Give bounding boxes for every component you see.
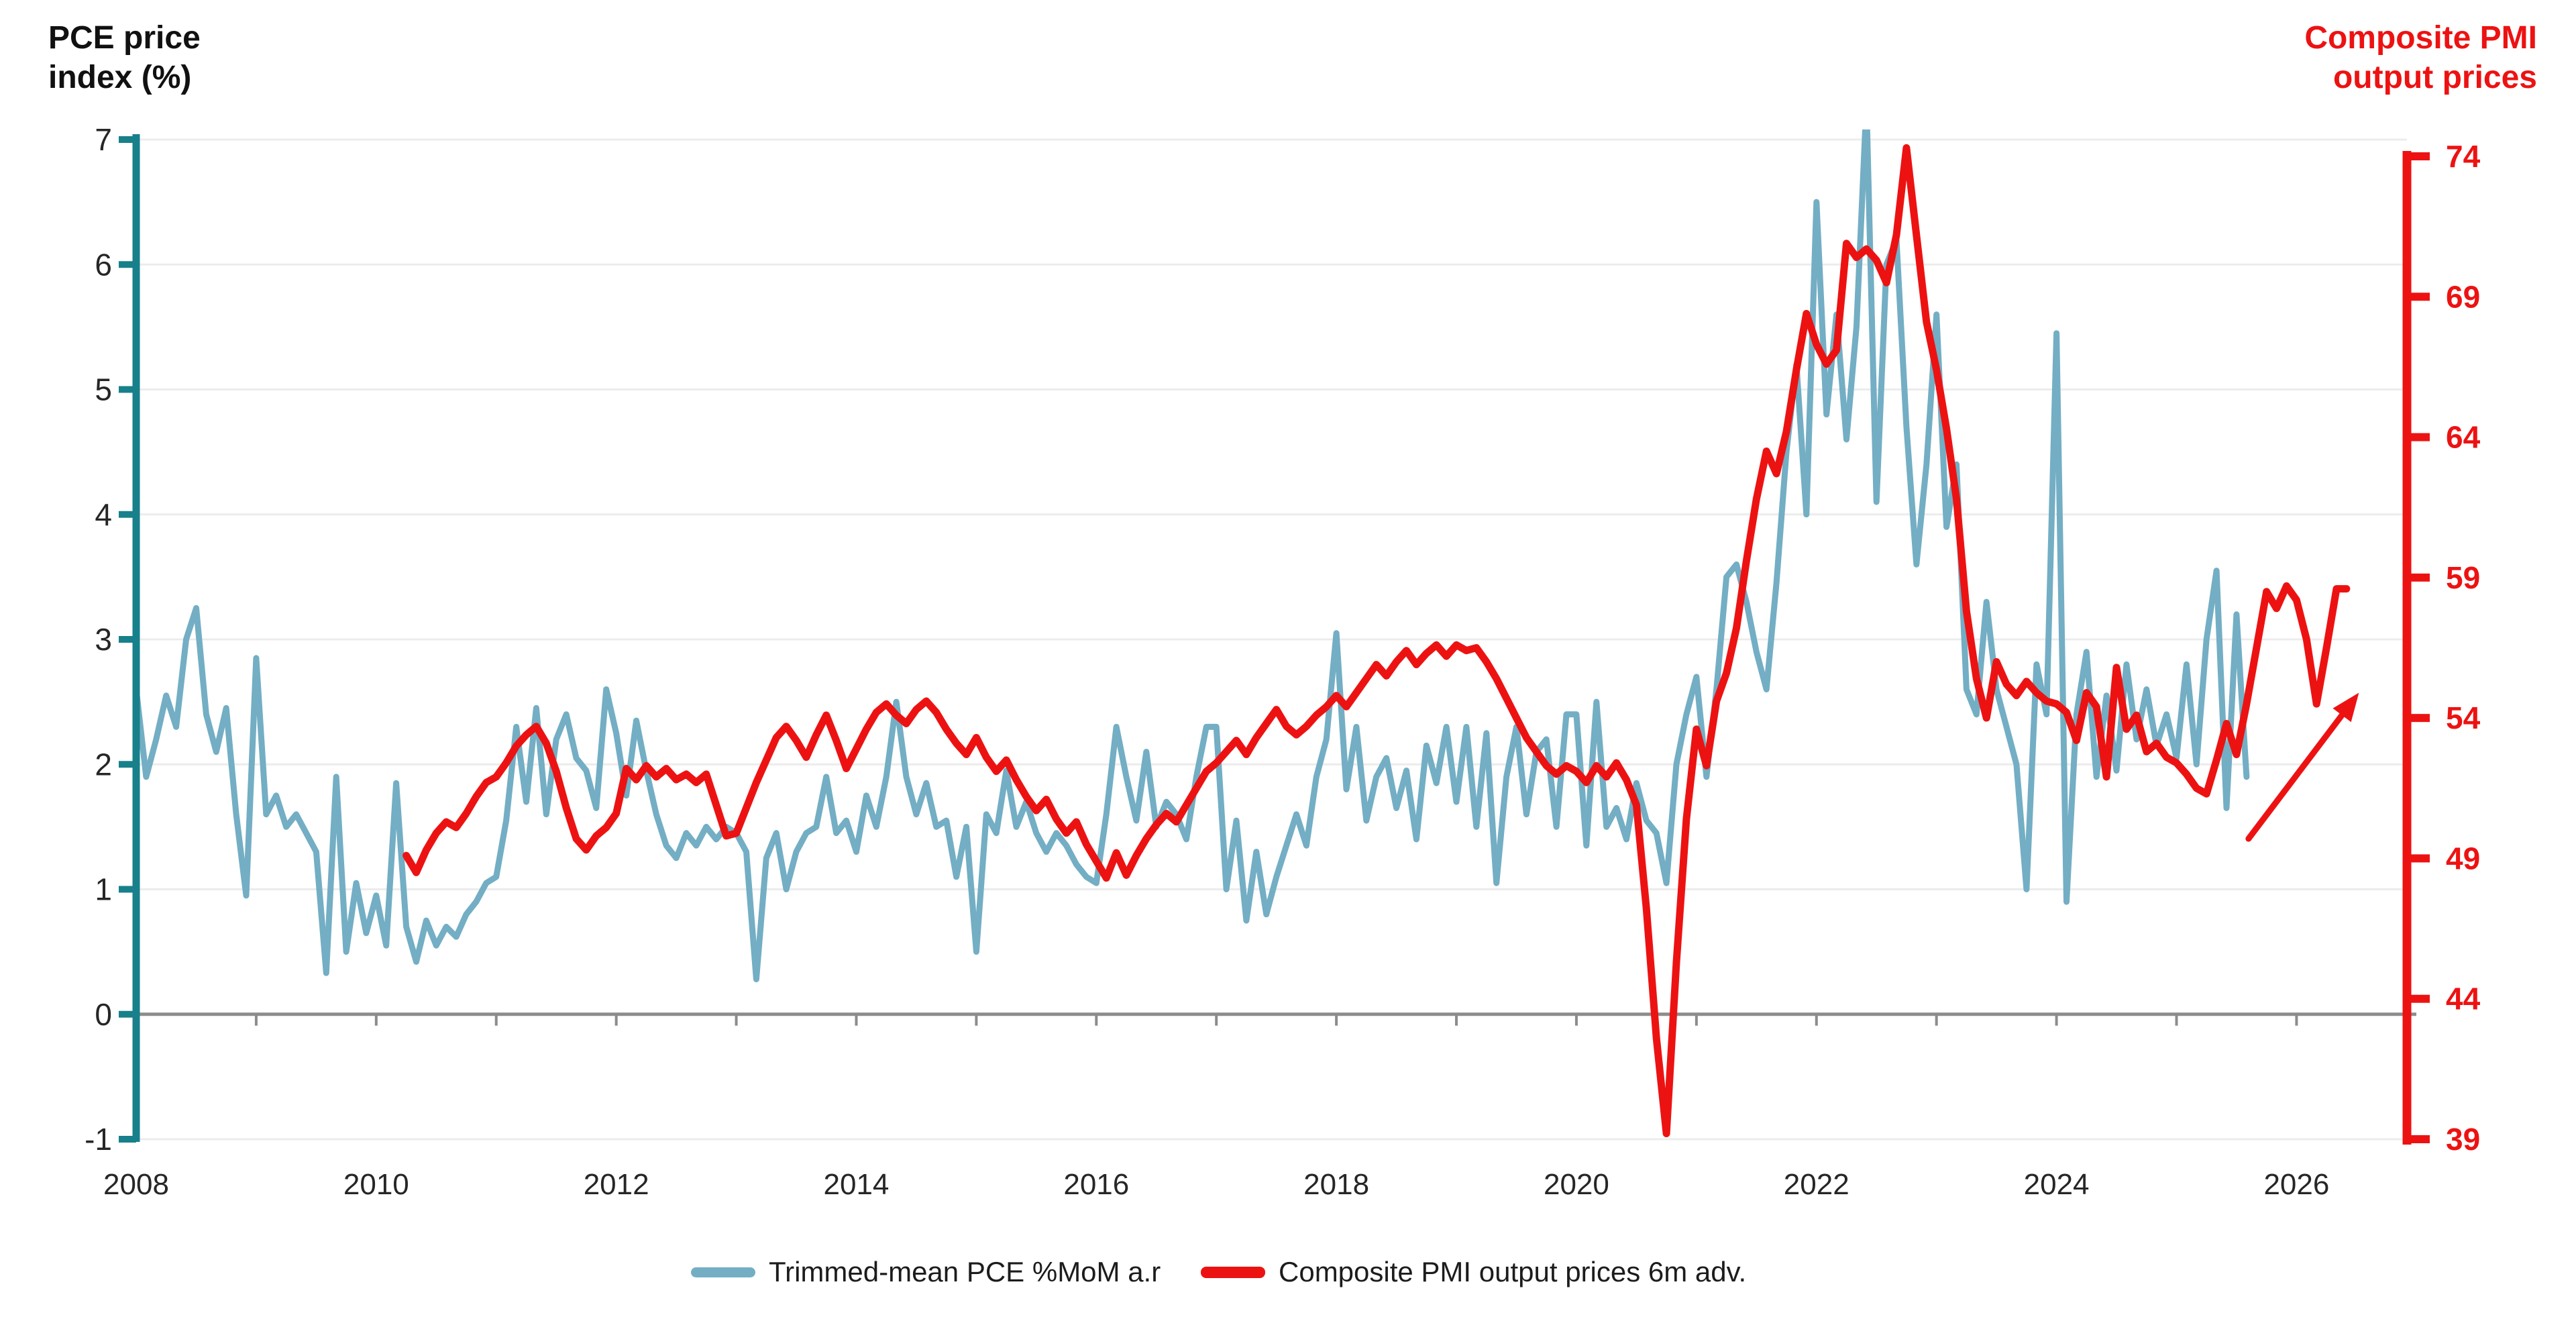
gridlines — [136, 138, 2407, 1141]
x-axis-tick-label: 2010 — [343, 1168, 409, 1201]
left-axis-tick-label: 0 — [95, 997, 112, 1032]
x-axis-tick-label: 2014 — [824, 1168, 890, 1201]
right-axis-title: Composite PMI output prices — [2304, 19, 2537, 97]
right-axis-tick-label: 49 — [2446, 841, 2480, 876]
x-axis-tick-label: 2024 — [2024, 1168, 2090, 1201]
right-axis-tick-label: 74 — [2446, 139, 2481, 174]
left-axis-tick-label: 5 — [95, 372, 112, 407]
right-axis-tick-label: 59 — [2446, 560, 2480, 595]
left-axis-title-line1: PCE price — [48, 20, 201, 56]
left-axis-tick-label: 4 — [95, 497, 112, 532]
right-axis-tick-label: 69 — [2446, 279, 2480, 314]
right-axis-tick-label: 39 — [2446, 1122, 2480, 1157]
right-axis-tick-label: 44 — [2446, 982, 2481, 1016]
left-axis-title-line2: index (%) — [48, 59, 192, 95]
x-axis-tick-label: 2008 — [103, 1168, 169, 1201]
x-axis-tick-label: 2012 — [584, 1168, 649, 1201]
pmi-series-line — [402, 144, 2351, 1138]
right-axis-title-line2: output prices — [2332, 59, 2537, 95]
left-axis-tick-label: 6 — [95, 247, 112, 282]
right-axis-title-line1: Composite PMI — [2304, 20, 2537, 56]
zero-line — [136, 1012, 2416, 1026]
x-axis-tick-label: 2016 — [1063, 1168, 1129, 1201]
left-axis-tick-label: 3 — [95, 622, 112, 657]
trend-arrow-icon — [2245, 692, 2359, 842]
left-axis-tick-label: 2 — [95, 747, 112, 782]
left-axis-title: PCE price index (%) — [48, 19, 201, 97]
left-axis-tick-label: 7 — [95, 122, 112, 157]
x-axis-tick-label: 2022 — [1784, 1168, 1849, 1201]
x-axis-tick-label: 2026 — [2263, 1168, 2329, 1201]
left-axis-tick-label: 1 — [95, 872, 112, 907]
left-axis-tick-label: -1 — [85, 1122, 112, 1157]
pce-series-line — [136, 129, 2250, 983]
right-axis: 74 69 64 59 54 49 44 39 — [2402, 139, 2481, 1157]
x-axis-tick-label: 2020 — [1544, 1168, 1609, 1201]
right-axis-tick-label: 64 — [2446, 420, 2481, 455]
right-axis-tick-label: 54 — [2446, 700, 2481, 735]
x-axis-labels: 2008 2010 2012 2014 2016 2018 2020 2022 2024 2026 — [103, 1168, 2329, 1201]
series-lines — [136, 129, 2351, 1138]
left-axis: 7 6 5 4 3 2 1 0 -1 — [85, 122, 140, 1157]
x-axis-tick-label: 2018 — [1303, 1168, 1369, 1201]
